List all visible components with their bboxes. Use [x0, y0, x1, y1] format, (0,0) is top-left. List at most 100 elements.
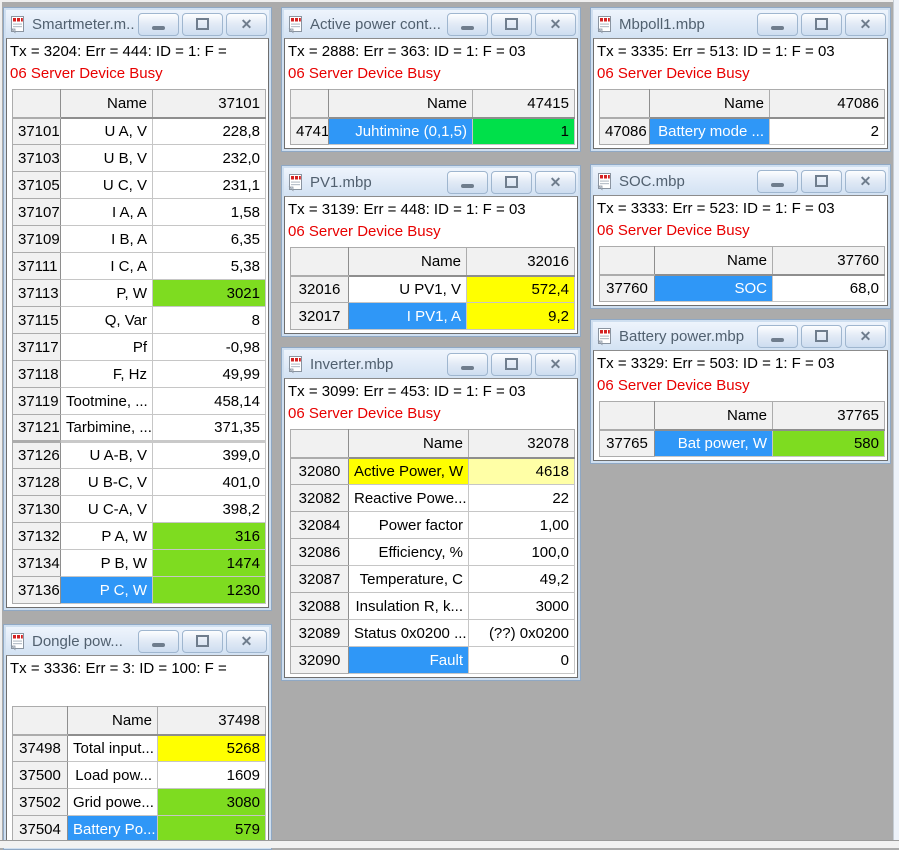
register-value-cell[interactable]: 579	[157, 815, 266, 843]
minimize-button[interactable]	[757, 324, 798, 348]
register-name-cell[interactable]: Bat power, W	[654, 429, 773, 457]
register-value-cell[interactable]: 3000	[468, 592, 575, 620]
close-button[interactable]: ✕	[226, 12, 267, 36]
minimize-button[interactable]	[138, 629, 179, 653]
register-name-cell[interactable]: U B-C, V	[60, 468, 153, 496]
header-address-cell[interactable]	[12, 706, 68, 736]
register-value-cell[interactable]: 1230	[152, 576, 266, 604]
header-value-cell[interactable]: 32016	[466, 247, 575, 277]
register-name-cell[interactable]: Insulation R, k...	[348, 592, 469, 620]
register-name-cell[interactable]: Pf	[60, 333, 153, 361]
register-name-cell[interactable]: Active Power, W	[348, 457, 469, 485]
register-value-cell[interactable]: 49,99	[152, 360, 266, 388]
register-value-cell[interactable]: 572,4	[466, 275, 575, 303]
window-titlebar[interactable]: SOC.mbp ✕	[593, 167, 888, 195]
register-value-cell[interactable]: 232,0	[152, 144, 266, 172]
register-name-cell[interactable]: I C, A	[60, 252, 153, 280]
register-name-cell[interactable]: F, Hz	[60, 360, 153, 388]
header-address-cell[interactable]	[12, 89, 61, 119]
minimize-button[interactable]	[757, 169, 798, 193]
register-name-cell[interactable]: P B, W	[60, 549, 153, 577]
maximize-button[interactable]	[491, 12, 532, 36]
register-value-cell[interactable]: 1474	[152, 549, 266, 577]
register-name-cell[interactable]: Tarbimine, ...	[60, 414, 153, 442]
header-address-cell[interactable]	[599, 246, 655, 276]
close-button[interactable]: ✕	[845, 169, 886, 193]
register-value-cell[interactable]: 4618	[468, 457, 575, 485]
header-address-cell[interactable]	[599, 401, 655, 431]
maximize-button[interactable]	[491, 352, 532, 376]
window-titlebar[interactable]: Battery power.mbp ✕	[593, 322, 888, 350]
header-name-cell[interactable]: Name	[348, 247, 467, 277]
header-address-cell[interactable]	[290, 89, 329, 119]
register-value-cell[interactable]: (??) 0x0200	[468, 619, 575, 647]
header-value-cell[interactable]: 37765	[772, 401, 885, 431]
register-name-cell[interactable]: Reactive Powe...	[348, 484, 469, 512]
register-value-cell[interactable]: 6,35	[152, 225, 266, 253]
window-titlebar[interactable]: Mbpoll1.mbp ✕	[593, 10, 888, 38]
register-value-cell[interactable]: 3021	[152, 279, 266, 307]
window-titlebar[interactable]: Smartmeter.m... ✕	[6, 10, 269, 38]
register-value-cell[interactable]: 1,58	[152, 198, 266, 226]
register-name-cell[interactable]: U C-A, V	[60, 495, 153, 523]
register-value-cell[interactable]: 8	[152, 306, 266, 334]
register-name-cell[interactable]: U PV1, V	[348, 275, 467, 303]
register-value-cell[interactable]: 1,00	[468, 511, 575, 539]
register-name-cell[interactable]: Efficiency, %	[348, 538, 469, 566]
register-value-cell[interactable]: 49,2	[468, 565, 575, 593]
register-name-cell[interactable]: Battery Po...	[67, 815, 158, 843]
header-value-cell[interactable]: 47086	[769, 89, 885, 119]
minimize-button[interactable]	[447, 12, 488, 36]
register-value-cell[interactable]: 371,35	[152, 414, 266, 442]
window-titlebar[interactable]: Active power cont... ✕	[284, 10, 578, 38]
register-name-cell[interactable]: I B, A	[60, 225, 153, 253]
register-name-cell[interactable]: Tootmine, ...	[60, 387, 153, 415]
register-value-cell[interactable]: 399,0	[152, 440, 266, 469]
register-name-cell[interactable]: P C, W	[60, 576, 153, 604]
register-name-cell[interactable]: Total input...	[67, 734, 158, 762]
register-name-cell[interactable]: Battery mode ...	[649, 117, 770, 145]
maximize-button[interactable]	[801, 169, 842, 193]
register-value-cell[interactable]: 5268	[157, 734, 266, 762]
header-value-cell[interactable]: 37101	[152, 89, 266, 119]
header-name-cell[interactable]: Name	[649, 89, 770, 119]
maximize-button[interactable]	[182, 629, 223, 653]
close-button[interactable]: ✕	[535, 352, 576, 376]
header-address-cell[interactable]	[290, 429, 349, 459]
register-name-cell[interactable]: P A, W	[60, 522, 153, 550]
register-value-cell[interactable]: 5,38	[152, 252, 266, 280]
header-value-cell[interactable]: 32078	[468, 429, 575, 459]
register-name-cell[interactable]: Fault	[348, 646, 469, 674]
close-button[interactable]: ✕	[845, 12, 886, 36]
register-name-cell[interactable]: Status 0x0200 ...	[348, 619, 469, 647]
register-value-cell[interactable]: -0,98	[152, 333, 266, 361]
register-name-cell[interactable]: Q, Var	[60, 306, 153, 334]
minimize-button[interactable]	[447, 170, 488, 194]
maximize-button[interactable]	[182, 12, 223, 36]
register-name-cell[interactable]: Load pow...	[67, 761, 158, 789]
register-name-cell[interactable]: I PV1, A	[348, 302, 467, 330]
register-name-cell[interactable]: SOC	[654, 274, 773, 302]
register-value-cell[interactable]: 398,2	[152, 495, 266, 523]
minimize-button[interactable]	[757, 12, 798, 36]
header-value-cell[interactable]: 47415	[472, 89, 575, 119]
window-titlebar[interactable]: Dongle pow... ✕	[6, 627, 269, 655]
register-name-cell[interactable]: U C, V	[60, 171, 153, 199]
register-name-cell[interactable]: Power factor	[348, 511, 469, 539]
maximize-button[interactable]	[491, 170, 532, 194]
register-name-cell[interactable]: P, W	[60, 279, 153, 307]
register-value-cell[interactable]: 316	[152, 522, 266, 550]
header-name-cell[interactable]: Name	[67, 706, 158, 736]
minimize-button[interactable]	[447, 352, 488, 376]
register-value-cell[interactable]: 68,0	[772, 274, 885, 302]
register-value-cell[interactable]: 231,1	[152, 171, 266, 199]
close-button[interactable]: ✕	[535, 12, 576, 36]
minimize-button[interactable]	[138, 12, 179, 36]
register-value-cell[interactable]: 1609	[157, 761, 266, 789]
register-value-cell[interactable]: 0	[468, 646, 575, 674]
header-address-cell[interactable]	[599, 89, 650, 119]
header-value-cell[interactable]: 37760	[772, 246, 885, 276]
register-value-cell[interactable]: 228,8	[152, 117, 266, 145]
close-button[interactable]: ✕	[535, 170, 576, 194]
window-titlebar[interactable]: Inverter.mbp ✕	[284, 350, 578, 378]
